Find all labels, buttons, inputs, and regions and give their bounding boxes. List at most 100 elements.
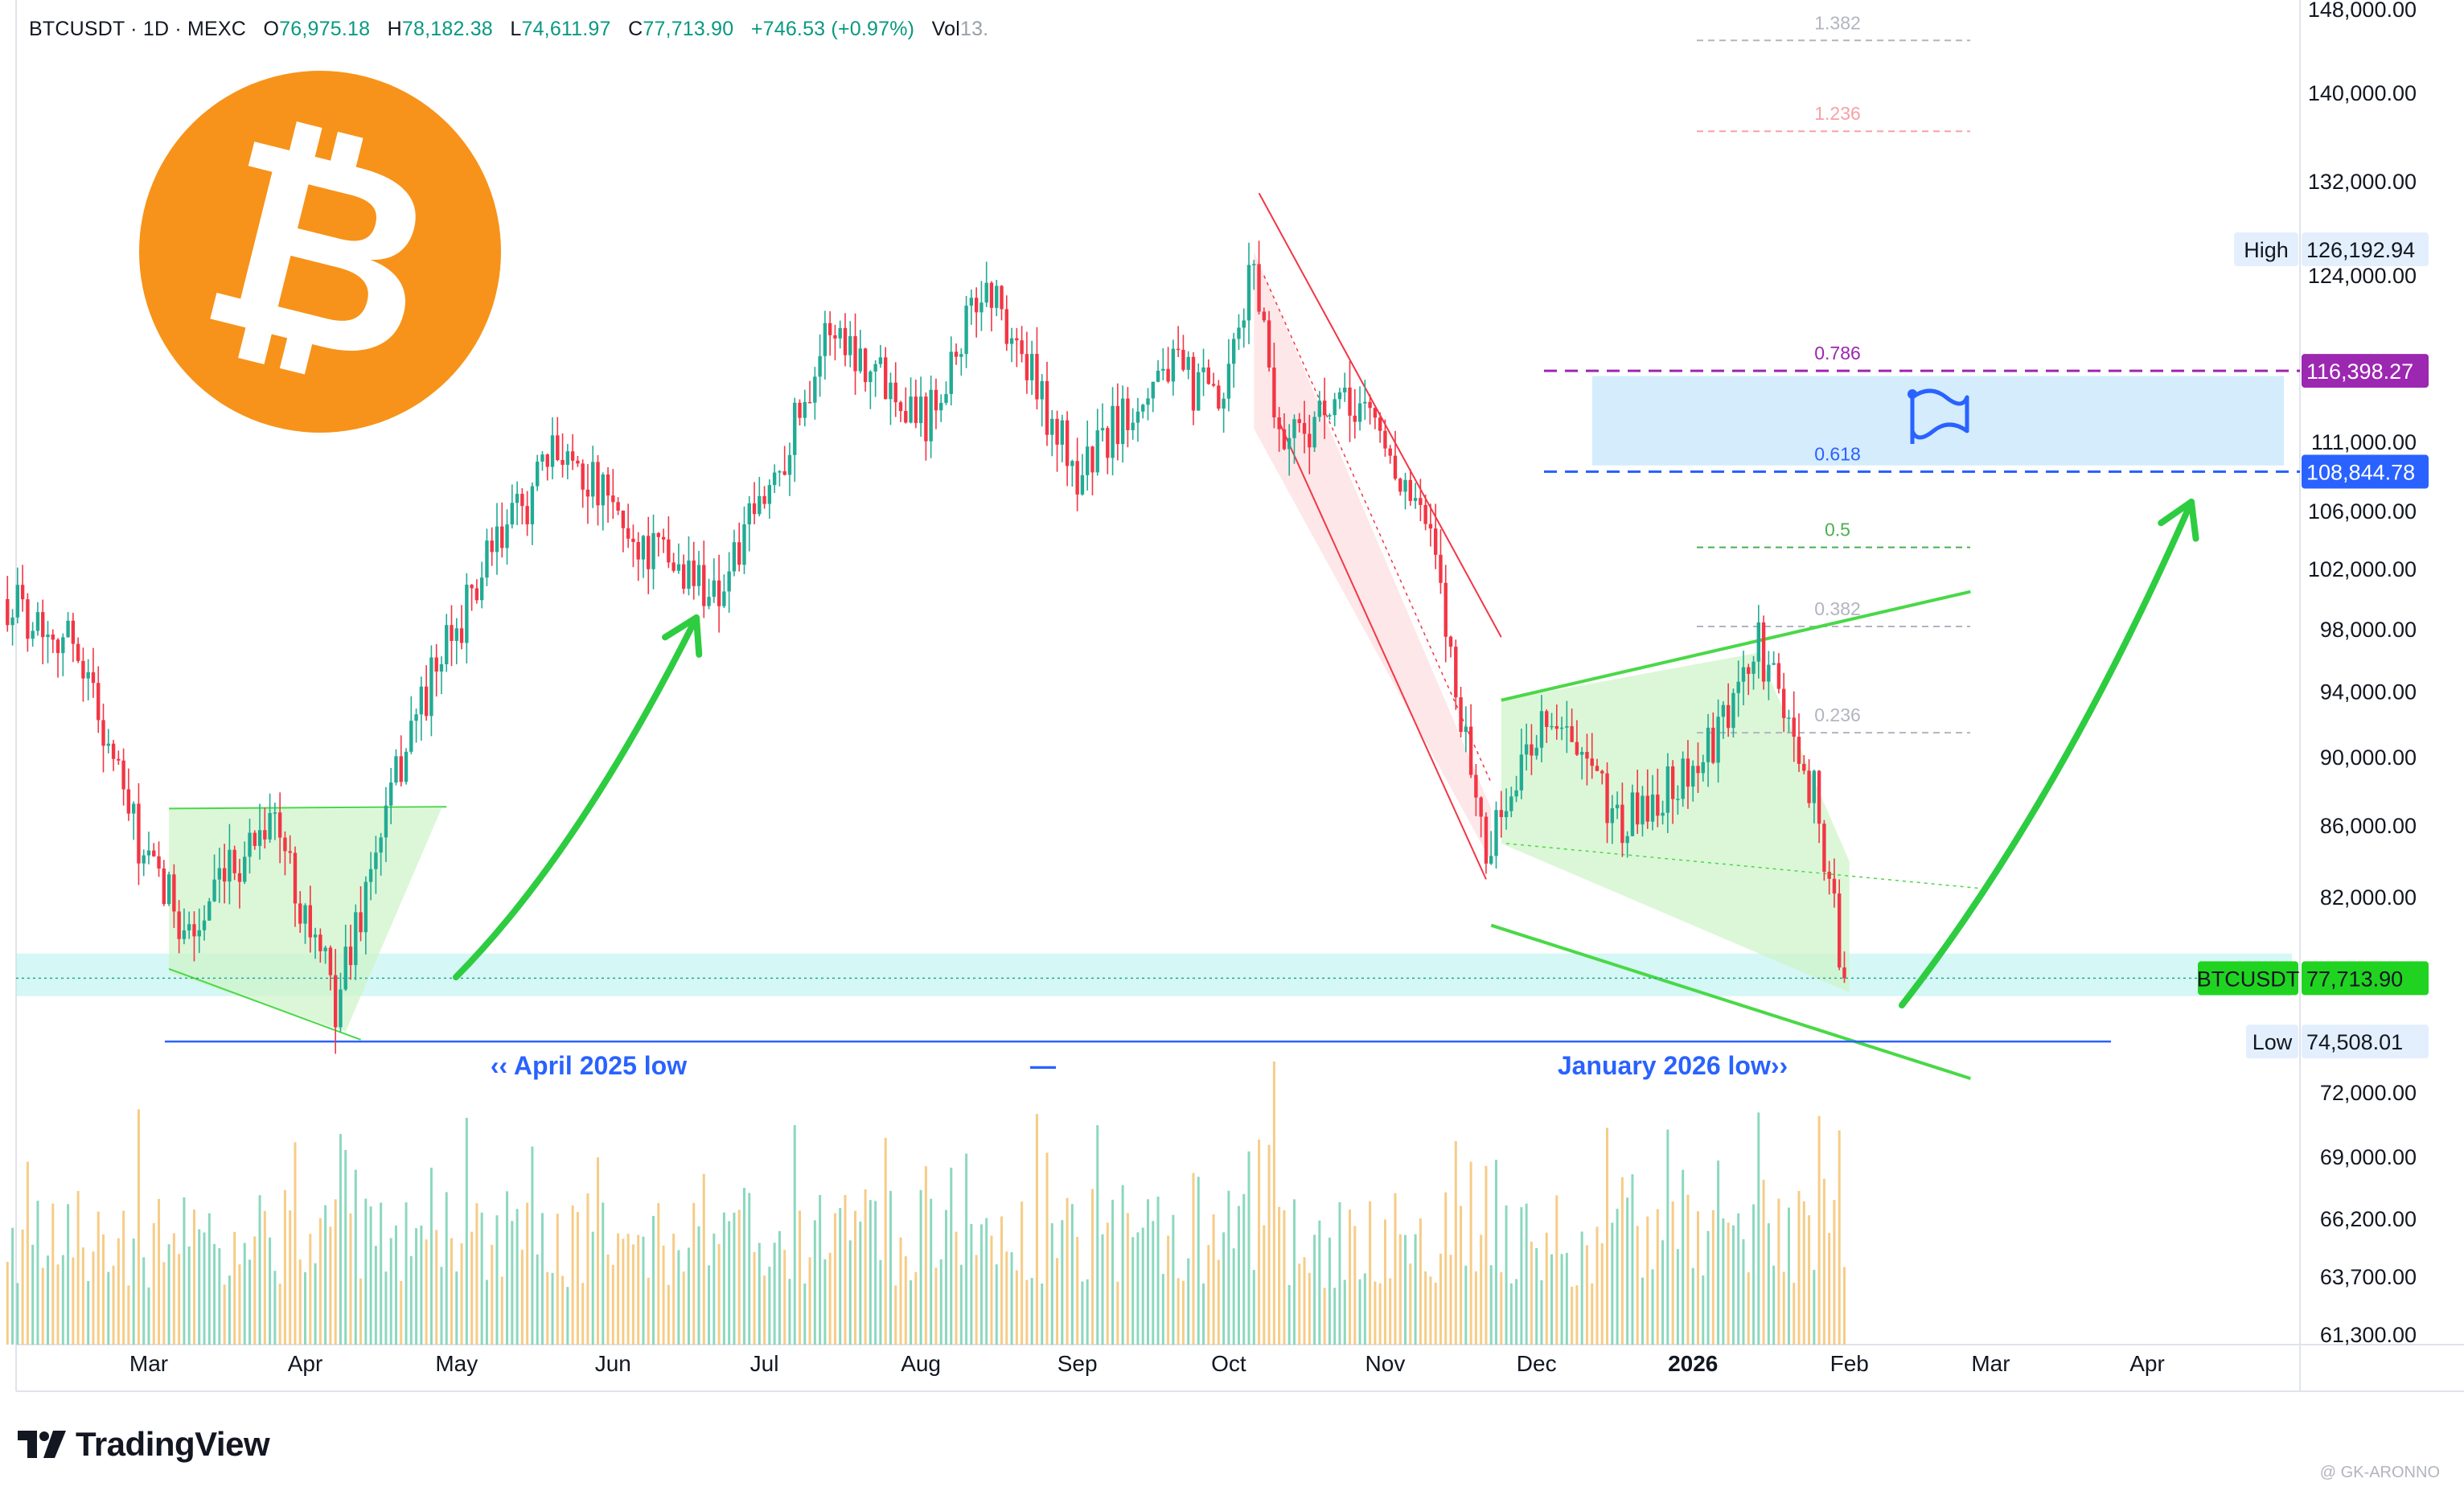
volume-bar	[1555, 1195, 1558, 1345]
volume-bar	[26, 1161, 29, 1345]
candle-body	[1620, 804, 1624, 844]
candle-body	[1348, 387, 1352, 416]
volume-bar	[622, 1238, 625, 1345]
volume-bar	[1247, 1151, 1250, 1345]
volume-bar	[637, 1234, 640, 1345]
candle-body	[581, 463, 585, 490]
volume-bar	[844, 1194, 847, 1345]
volume-bar	[158, 1198, 161, 1345]
volume-bar	[11, 1227, 14, 1345]
candle-body	[1751, 661, 1756, 674]
candle-body	[1585, 751, 1589, 759]
candle-body	[1767, 664, 1771, 682]
volume-bar	[1641, 1277, 1644, 1345]
candle-body	[1075, 461, 1079, 495]
y-tick-label: 63,700.00	[2320, 1265, 2417, 1289]
volume-bar	[1535, 1248, 1538, 1345]
arrow-up-left-head	[661, 614, 703, 658]
candle-body	[807, 402, 812, 404]
volume-bar	[213, 1243, 216, 1345]
volume-bar	[102, 1234, 105, 1345]
price-tag-value: 74,508.01	[2306, 1030, 2403, 1054]
candle-body	[61, 637, 65, 654]
volume-bar	[1787, 1207, 1790, 1345]
volume-bar	[273, 1271, 277, 1345]
price-tag-light: 74,508.01 Low	[2246, 1025, 2429, 1059]
candle-body	[737, 542, 741, 565]
volume-bar	[1505, 1205, 1508, 1345]
volume-bar	[1111, 1199, 1115, 1345]
price-tag-purple: 116,398.27	[2302, 354, 2429, 388]
volume-bar	[51, 1203, 55, 1345]
candle-body	[97, 683, 101, 721]
volume-bar	[87, 1281, 90, 1345]
volume-bar	[722, 1212, 725, 1345]
january-low-annotation: January 2026 low››	[1558, 1051, 1788, 1080]
candle-body	[1025, 354, 1029, 380]
candle-body	[904, 411, 908, 423]
volume-bar	[233, 1231, 236, 1345]
candle-body	[1383, 430, 1387, 449]
candle-body	[1131, 422, 1135, 430]
volume-bar	[1595, 1226, 1599, 1345]
volume-bar	[1207, 1245, 1210, 1345]
volume-bar	[1394, 1193, 1397, 1345]
volume-bar	[1292, 1199, 1296, 1345]
volume-bar	[1398, 1234, 1402, 1345]
volume-bar	[455, 1271, 458, 1345]
candle-body	[454, 628, 458, 641]
candle-body	[530, 486, 535, 524]
volume-bar	[495, 1215, 499, 1345]
candle-body	[732, 542, 737, 572]
volume-bar	[1313, 1234, 1316, 1345]
volume-bar	[506, 1191, 509, 1345]
volume-bar	[1409, 1263, 1412, 1345]
tradingview-brand[interactable]: TradingView	[18, 1425, 270, 1464]
candle-body	[1817, 770, 1821, 824]
volume-bar	[485, 1279, 488, 1345]
candle-body	[1237, 327, 1241, 339]
volume-bar	[728, 1221, 731, 1345]
symbol-legend: BTCUSDT · 1D · MEXC O76,975.18 H78,182.3…	[29, 18, 988, 41]
volume-bar	[687, 1247, 690, 1345]
volume-bar	[81, 1247, 84, 1345]
volume-bar	[611, 1264, 614, 1345]
candle-body	[1357, 403, 1362, 422]
april-bottom	[168, 967, 361, 1041]
volume-bar	[737, 1210, 741, 1345]
volume-bar	[1096, 1125, 1099, 1345]
candle-body	[318, 934, 322, 951]
volume-bar	[1156, 1196, 1160, 1345]
candle-body	[379, 837, 383, 853]
volume-bar	[753, 1251, 756, 1345]
candle-body	[1146, 398, 1150, 405]
volume-bar	[1591, 1283, 1594, 1345]
candle-body	[1060, 420, 1065, 445]
candle-body	[288, 851, 292, 853]
volume-bar	[778, 1230, 781, 1345]
volume-bar	[294, 1142, 297, 1345]
price-tag-light: 126,192.94 High	[2234, 232, 2429, 267]
candle-body	[510, 503, 515, 525]
legend-symbol[interactable]: BTCUSDT	[29, 18, 125, 40]
volume-bar	[1822, 1178, 1825, 1345]
brand-name: TradingView	[76, 1425, 270, 1463]
legend-exchange: MEXC	[187, 18, 247, 40]
volume-bar	[1131, 1237, 1135, 1345]
volume-bar	[1616, 1209, 1619, 1345]
volume-bar	[1808, 1215, 1811, 1345]
volume-bar	[491, 1244, 494, 1345]
candle-body	[863, 348, 868, 383]
candle-body	[1419, 498, 1423, 505]
volume-bar	[1333, 1288, 1337, 1345]
candle-body	[959, 354, 963, 357]
volume-bar	[823, 1259, 827, 1345]
candle-body	[1312, 417, 1316, 448]
candle-body	[1448, 636, 1453, 647]
legend-interval[interactable]: 1D	[142, 18, 170, 40]
candle-body	[647, 536, 651, 569]
candle-body	[71, 620, 76, 644]
candle-body	[1807, 770, 1811, 803]
